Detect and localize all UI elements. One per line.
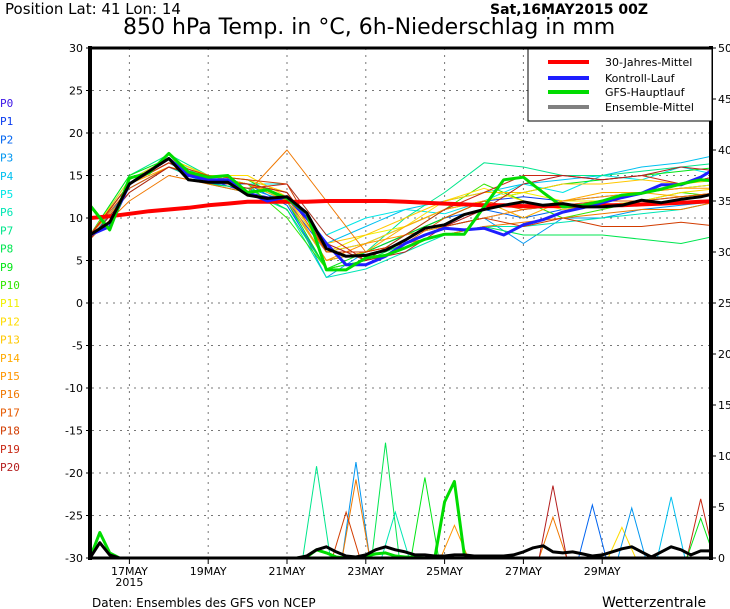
member-label-p12: P12 xyxy=(0,315,20,328)
brand-label: Wetterzentrale xyxy=(602,595,706,609)
tick-label-x: 29MAY xyxy=(584,565,621,578)
temperature-layer xyxy=(92,149,710,278)
tick-label-x: 23MAY xyxy=(347,565,384,578)
member-label-p4: P4 xyxy=(0,170,14,183)
member-label-p9: P9 xyxy=(0,261,13,274)
chart-title: 850 hPa Temp. in °C, 6h-Niederschlag in … xyxy=(123,15,615,40)
tick-label-left: -15 xyxy=(65,425,83,438)
tick-label-left: 25 xyxy=(69,85,83,98)
tick-label-x: 19MAY xyxy=(190,565,227,578)
tick-label-left: -20 xyxy=(65,467,83,480)
temp-mean-line xyxy=(92,157,710,258)
tick-label-right: 25 xyxy=(718,297,730,310)
tick-label-right: 0 xyxy=(718,552,725,565)
tick-label-right: 10 xyxy=(718,450,730,463)
member-label-p6: P6 xyxy=(0,206,13,219)
member-label-p13: P13 xyxy=(0,334,20,347)
member-label-p20: P20 xyxy=(0,461,20,474)
precip-member-p4 xyxy=(656,496,686,559)
precip-member-p3 xyxy=(341,462,371,559)
member-label-p17: P17 xyxy=(0,406,20,419)
temp-gfs-line xyxy=(92,151,710,272)
tick-label-right: 40 xyxy=(718,144,730,157)
member-label-p0: P0 xyxy=(0,97,13,110)
tick-label-x: 21MAY xyxy=(269,565,306,578)
grid xyxy=(92,48,710,558)
member-label-p3: P3 xyxy=(0,152,13,165)
legend-label-climate: 30-Jahres-Mittel xyxy=(605,56,692,69)
member-labels: P0 P1 P2 P3 P4 P5 P6 P7 P8 P9 P10 P11 P12 P13 P14 P15 P1… xyxy=(0,97,20,474)
tick-label-left: -10 xyxy=(65,382,83,395)
position-label: Position Lat: 41 Lon: 14 xyxy=(5,0,181,18)
tick-label-left: 15 xyxy=(69,170,83,183)
tick-label-left: 10 xyxy=(69,212,83,225)
member-label-p14: P14 xyxy=(0,352,20,365)
tick-label-left: 5 xyxy=(76,255,83,268)
tick-label-right: 35 xyxy=(718,195,730,208)
tick-label-right: 30 xyxy=(718,246,730,259)
precip-layer xyxy=(92,442,710,559)
member-label-p5: P5 xyxy=(0,188,13,201)
member-label-p16: P16 xyxy=(0,388,20,401)
member-label-p10: P10 xyxy=(0,279,20,292)
member-label-p7: P7 xyxy=(0,224,13,237)
precip-member-p16 xyxy=(341,479,371,559)
precip-member-p6 xyxy=(381,510,410,559)
tick-label-right: 15 xyxy=(718,399,730,412)
precip-member-p8 xyxy=(371,442,400,559)
precip-member-p2 xyxy=(578,502,607,559)
tick-label-left: 30 xyxy=(69,42,83,55)
tick-label-right: 5 xyxy=(718,501,725,514)
tick-label-left: 0 xyxy=(76,297,83,310)
run-time-label: Sat,16MAY2015 00Z xyxy=(490,2,648,18)
legend-label-control: Kontroll-Lauf xyxy=(605,72,676,85)
tick-label-x: 25MAY xyxy=(426,565,463,578)
tick-label-x: 17MAY xyxy=(111,565,148,578)
member-label-p2: P2 xyxy=(0,133,13,146)
precip-member-p7 xyxy=(302,466,331,559)
axes: 302520151050-5-10-15-20-25-3050454035302… xyxy=(65,42,730,589)
member-label-p15: P15 xyxy=(0,370,20,383)
legend: 30-Jahres-Mittel Kontroll-Lauf GFS-Haupt… xyxy=(527,48,713,122)
legend-label-gfs: GFS-Hauptlauf xyxy=(605,86,686,99)
tick-label-left: -30 xyxy=(65,552,83,565)
member-label-p19: P19 xyxy=(0,443,20,456)
precip-member-p20 xyxy=(538,485,568,559)
tick-label-right: 50 xyxy=(718,42,730,55)
member-label-p1: P1 xyxy=(0,115,13,128)
precip-member-p16 xyxy=(538,515,568,559)
member-label-p18: P18 xyxy=(0,425,20,438)
tick-label-left: 20 xyxy=(69,127,83,140)
tick-label-x: 27MAY xyxy=(505,565,542,578)
tick-label-right: 45 xyxy=(718,93,730,106)
tick-sublabel-x: 2015 xyxy=(115,576,143,589)
temp-control-line xyxy=(92,157,710,267)
member-label-p11: P11 xyxy=(0,297,20,310)
precip-member-p18 xyxy=(331,510,361,559)
precip-member-p9 xyxy=(410,477,440,559)
legend-label-mean: Ensemble-Mittel xyxy=(605,101,694,114)
data-source: Daten: Ensembles des GFS von NCEP xyxy=(92,596,316,609)
member-label-p8: P8 xyxy=(0,243,13,256)
precip-member-p3 xyxy=(617,506,647,559)
tick-label-left: -25 xyxy=(65,510,83,523)
tick-label-left: -5 xyxy=(72,340,83,353)
tick-label-right: 20 xyxy=(718,348,730,361)
